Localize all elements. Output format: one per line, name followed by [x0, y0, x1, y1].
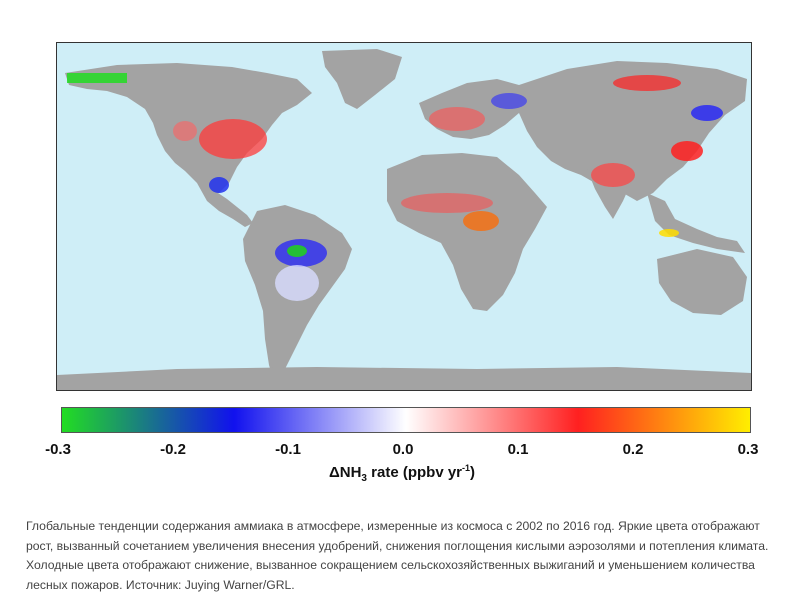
trend-overlay — [67, 73, 723, 301]
china-increase — [671, 141, 703, 161]
mexico-decrease — [209, 177, 229, 193]
russia-decrease — [691, 105, 723, 121]
amazon-strong-decrease — [287, 245, 307, 257]
label-superscript: -1 — [462, 463, 471, 473]
figure-caption: Глобальные тенденции содержания аммиака … — [26, 519, 769, 592]
colorbar-label: ΔNH3 rate (ppbv yr-1) — [329, 463, 475, 484]
colorbar-tick-label: -0.1 — [275, 441, 301, 458]
greenland-landmass — [322, 49, 402, 109]
label-prefix: ΔNH — [328, 464, 362, 481]
eastern-europe-decrease — [491, 93, 527, 109]
colorbar — [61, 407, 751, 433]
central-africa-increase — [463, 211, 499, 231]
colorbar-tick-label: 0.1 — [507, 441, 529, 458]
colorbar-tick-label: 0.3 — [737, 441, 759, 458]
california-increase — [173, 121, 197, 141]
label-suffix: ) — [470, 464, 476, 481]
colorbar-tick-label: 0.0 — [392, 441, 414, 458]
sahel-increase — [401, 193, 493, 213]
label-mid: rate (ppbv yr — [366, 464, 463, 481]
southeast-asia-landmass — [647, 193, 745, 253]
map-canvas — [57, 43, 751, 390]
colorbar-tick-label: -0.2 — [160, 441, 186, 458]
india-increase — [591, 163, 635, 187]
africa-landmass — [387, 153, 547, 311]
world-map — [56, 42, 752, 391]
central-asia-increase — [613, 75, 681, 91]
europe-increase — [429, 107, 485, 131]
asia-landmass — [519, 61, 747, 201]
australia-landmass — [657, 249, 747, 315]
us-midwest-increase — [199, 119, 267, 159]
central-america-landmass — [197, 183, 253, 227]
indonesia-increase — [659, 229, 679, 237]
brazil-mild-decrease — [275, 265, 319, 301]
label-subscript: 3 — [361, 473, 367, 484]
antarctica-landmass — [57, 367, 751, 390]
alaska-decrease — [67, 73, 127, 83]
colorbar-tick-label: 0.2 — [622, 441, 644, 458]
colorbar-tick-label: -0.3 — [45, 441, 71, 458]
